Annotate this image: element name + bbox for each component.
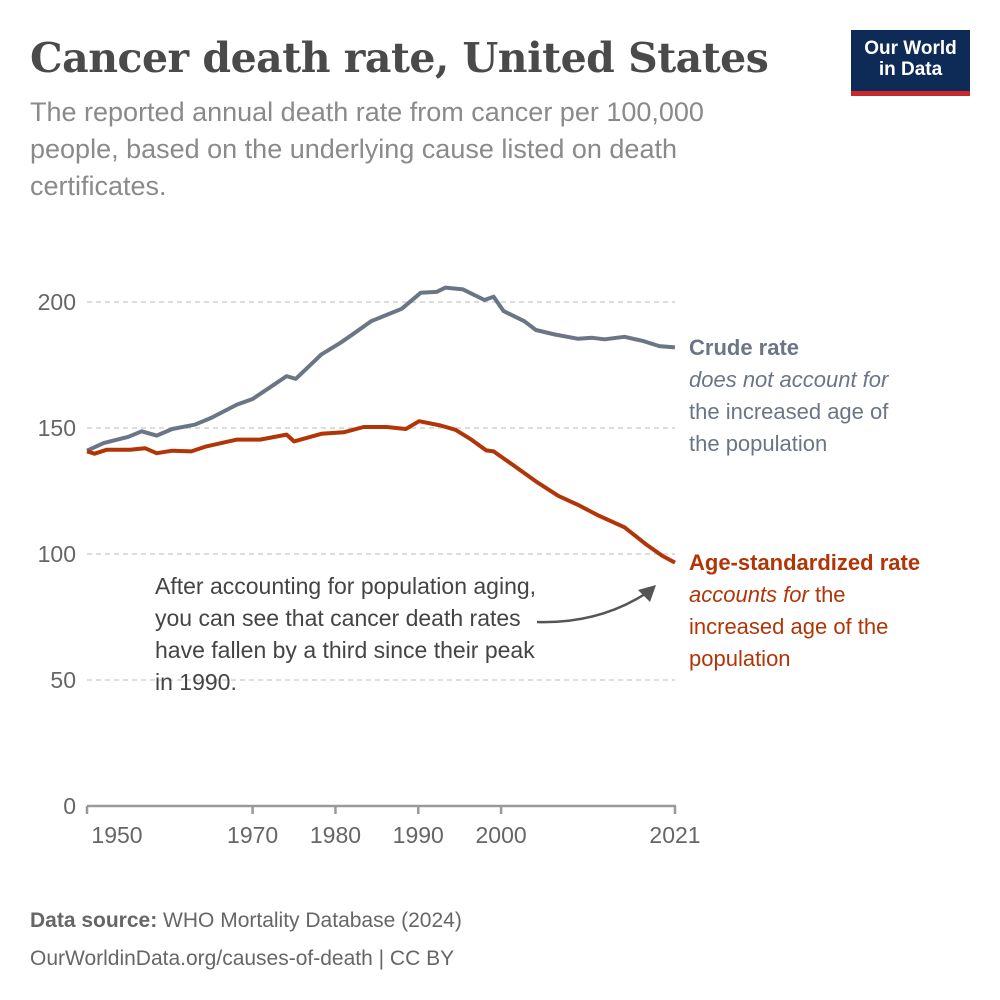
legend-age-standardized-rate: Age-standardized rate accounts for the i… xyxy=(689,547,920,675)
logo-line2: in Data xyxy=(878,59,943,80)
annotation-arrowhead xyxy=(638,585,656,602)
x-tick-label: 2021 xyxy=(649,822,700,848)
source-label: Data source: xyxy=(30,909,158,932)
logo-line1: Our World xyxy=(864,38,957,59)
annotation-arrow xyxy=(536,590,649,624)
source-url[interactable]: OurWorldinData.org/causes-of-death | CC … xyxy=(30,947,455,970)
chart-subtitle: The reported annual death rate from canc… xyxy=(30,97,704,201)
owid-logo[interactable]: Our World in Data xyxy=(851,30,970,96)
crude-rate-italic: does not account for xyxy=(689,367,889,392)
age-rate-italic: accounts for xyxy=(689,582,809,607)
age-rate-title: Age-standardized rate xyxy=(689,550,921,575)
x-tick-label: 2000 xyxy=(475,822,526,848)
crude-rate-desc2: the population xyxy=(689,431,828,456)
crude-rate-line xyxy=(86,285,676,453)
y-tick-label: 0 xyxy=(63,793,76,819)
age-rate-desc0: the xyxy=(808,582,846,607)
chart-title: Cancer death rate, United States xyxy=(30,34,769,82)
x-tick-label: 1980 xyxy=(310,822,361,848)
y-tick-label: 100 xyxy=(38,541,76,567)
age-rate-desc1: increased age of the xyxy=(689,614,889,639)
y-tick-label: 150 xyxy=(38,415,76,441)
y-tick-label: 50 xyxy=(50,667,76,693)
crude-rate-desc1: the increased age of xyxy=(689,399,889,424)
legend-crude-rate: Crude rate does not account for the incr… xyxy=(689,332,888,460)
age-rate-desc2: population xyxy=(689,646,791,671)
footer: Data source: WHO Mortality Database (202… xyxy=(30,902,462,978)
age-standardized-rate-line xyxy=(86,419,676,565)
x-tick-label: 1950 xyxy=(91,822,142,848)
chart-annotation: After accounting for population aging, y… xyxy=(155,573,537,695)
y-tick-label: 200 xyxy=(38,289,76,315)
crude-rate-title: Crude rate xyxy=(689,335,800,360)
x-tick-label: 1970 xyxy=(227,822,278,848)
x-tick-label: 1990 xyxy=(393,822,444,848)
source-text: WHO Mortality Database (2024) xyxy=(157,909,462,932)
